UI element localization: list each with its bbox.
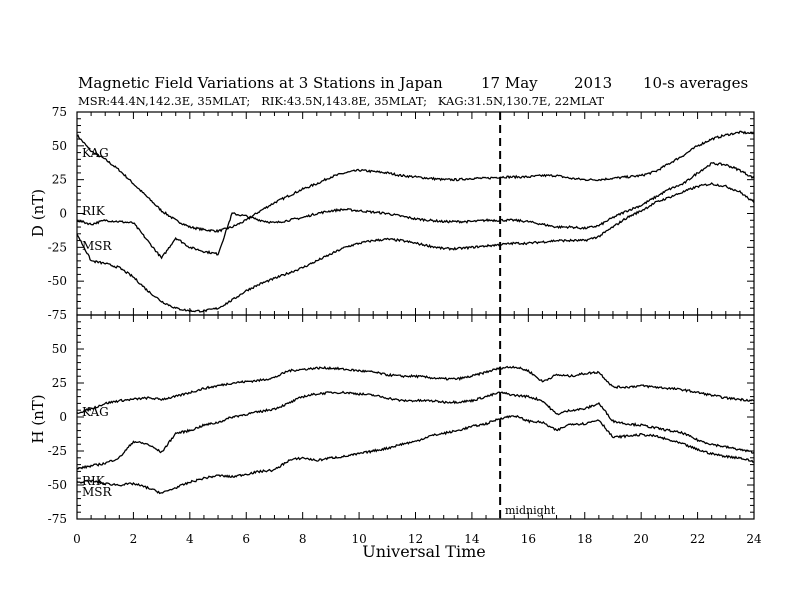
d-series-rik — [76, 161, 755, 260]
d-y-tick-label: -25 — [48, 240, 67, 254]
d-y-tick-label: -75 — [48, 308, 67, 322]
h-series-label-msr: MSR — [82, 485, 113, 499]
h-series-kag — [76, 365, 755, 414]
h-series-rik — [76, 390, 755, 470]
x-tick-label: 4 — [186, 532, 194, 546]
d-panel: 75 50 25 0 -25 -50 -75 KAG RIK MSR — [48, 105, 755, 322]
h-series-msr — [76, 414, 755, 495]
chart-date: 17 May — [481, 74, 538, 92]
h-panel: 0 2 4 6 8 10 12 14 16 18 20 22 2450250-25-50-75KAGRI… — [48, 314, 762, 546]
h-y-tick-label: 25 — [52, 376, 67, 390]
h-series-label-kag: KAG — [82, 405, 109, 419]
x-tick-label: 22 — [690, 532, 705, 546]
x-tick-label: 6 — [242, 532, 250, 546]
midnight-label: midnight — [505, 504, 556, 517]
h-y-tick-label: -75 — [48, 512, 67, 526]
chart-year: 2013 — [574, 74, 612, 92]
d-series-label-kag: KAG — [82, 146, 109, 160]
d-series-label-rik: RIK — [82, 204, 106, 218]
x-tick-label: 8 — [299, 532, 307, 546]
h-panel-ylabel: H (nT) — [29, 394, 47, 443]
chart-subtitle: MSR:44.4N,142.3E, 35MLAT; RIK:43.5N,143.… — [78, 94, 604, 108]
x-tick-label: 2 — [130, 532, 138, 546]
h-y-tick-label: -50 — [48, 478, 67, 492]
h-y-tick-label: -25 — [48, 444, 67, 458]
h-panel-frame — [76, 314, 755, 520]
x-tick-label: 20 — [634, 532, 649, 546]
x-tick-label: 16 — [521, 532, 536, 546]
d-y-tick-label: 50 — [52, 139, 67, 153]
d-series-kag — [76, 130, 755, 234]
d-y-tick-label: 0 — [59, 207, 67, 221]
x-axis-label: Universal Time — [362, 542, 485, 561]
h-y-tick-label: 50 — [52, 342, 67, 356]
d-panel-ylabel: D (nT) — [29, 189, 47, 237]
d-y-tick-label: 75 — [52, 105, 67, 119]
d-y-tick-label: 25 — [52, 173, 67, 187]
x-tick-label: 0 — [73, 532, 81, 546]
d-series-label-msr: MSR — [82, 239, 113, 253]
d-y-tick-label: -50 — [48, 274, 67, 288]
x-tick-label: 18 — [577, 532, 592, 546]
x-tick-label: 24 — [746, 532, 762, 546]
x-tick-label: 10 — [351, 532, 366, 546]
chart-title: Magnetic Field Variations at 3 Stations … — [78, 74, 443, 92]
x-tick-label: 12 — [408, 532, 423, 546]
d-series-msr — [76, 182, 755, 313]
h-y-tick-label: 0 — [59, 410, 67, 424]
x-tick-label: 14 — [464, 532, 480, 546]
d-panel-frame — [76, 111, 755, 316]
chart-averaging: 10-s averages — [643, 74, 748, 92]
